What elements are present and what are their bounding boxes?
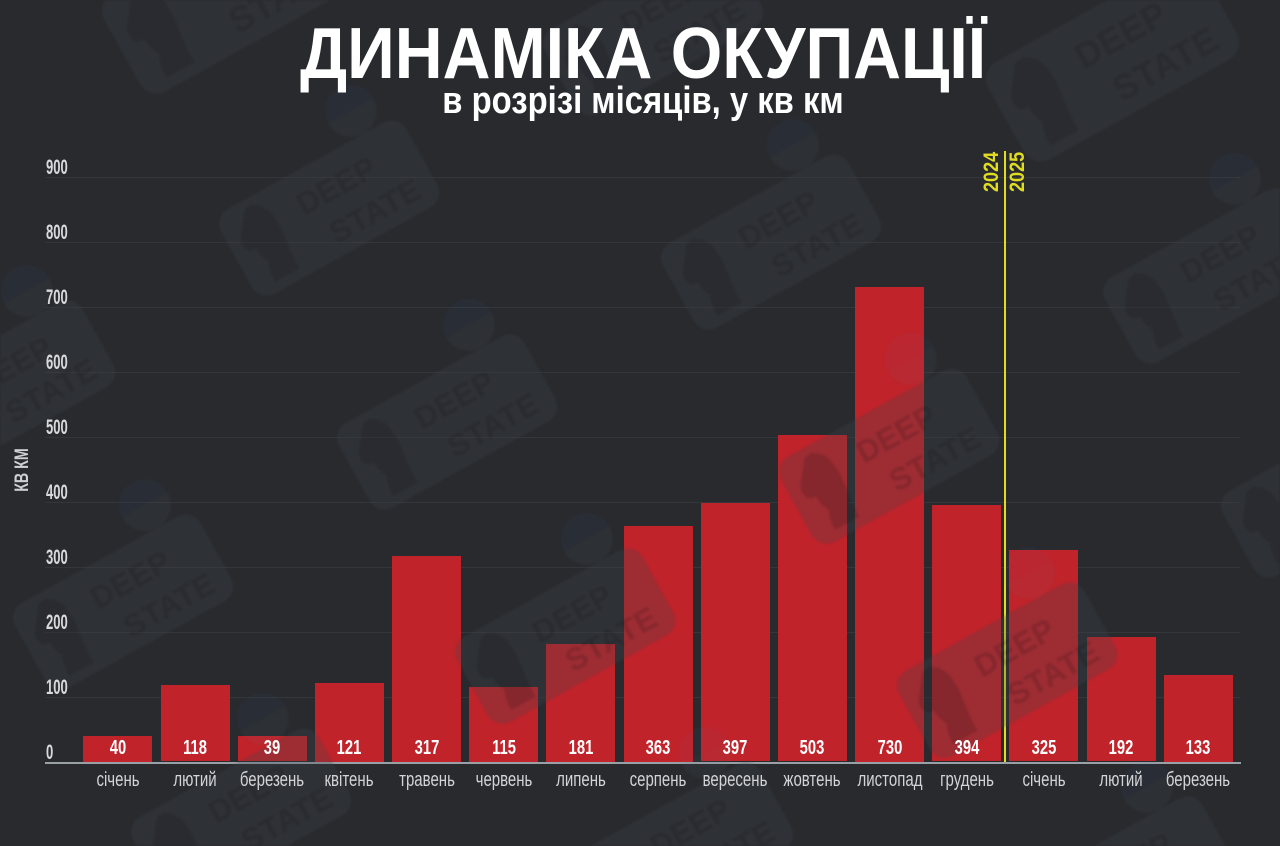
svg-text:DEEP: DEEP [1086,825,1179,846]
svg-text:DEEP: DEEP [526,577,619,650]
svg-text:DEEP: DEEP [184,0,290,9]
svg-text:DEEP: DEEP [732,183,825,256]
svg-text:DEEP: DEEP [1174,217,1267,290]
svg-text:DEEP: DEEP [644,791,737,846]
svg-text:STATE: STATE [117,566,221,645]
svg-text:DEEP: DEEP [84,543,177,616]
svg-text:STATE: STATE [765,206,869,285]
svg-text:STATE: STATE [677,814,781,846]
svg-text:STATE: STATE [441,386,545,465]
svg-text:DEEP: DEEP [408,363,501,436]
svg-text:STATE: STATE [323,172,427,251]
svg-text:DEEP: DEEP [290,149,383,222]
